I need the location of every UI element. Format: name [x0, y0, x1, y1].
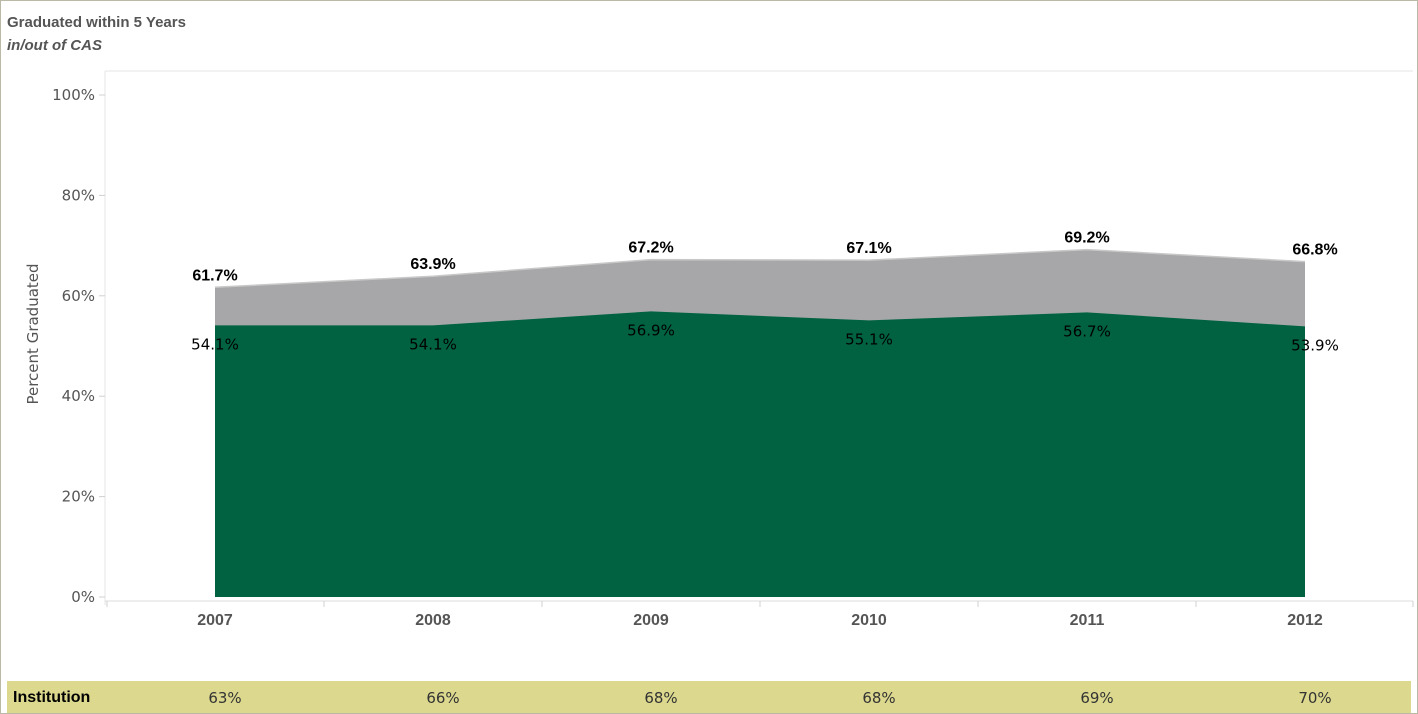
y-axis-title: Percent Graduated	[24, 263, 42, 404]
area-chart: 0% 20% 40% 60% 80% 100% Percent Graduated 2007 2…	[24, 70, 1414, 629]
outer-line	[214, 248, 1306, 289]
y-tick-label: 40%	[62, 387, 95, 405]
inner-value-label: 54.1%	[409, 335, 457, 353]
x-tick-label: 2012	[1287, 612, 1323, 629]
x-tick-label: 2010	[851, 612, 887, 629]
institution-label: Institution	[13, 689, 91, 706]
institution-value: 63%	[208, 689, 242, 707]
inner-value-label: 56.7%	[1063, 322, 1111, 340]
outer-value-label: 67.2%	[628, 240, 673, 257]
outer-value-label: 63.9%	[410, 256, 455, 273]
x-tick-label: 2008	[415, 612, 451, 629]
institution-value: 68%	[862, 689, 896, 707]
axes: 0% 20% 40% 60% 80% 100% Percent Graduated 2007 2…	[24, 70, 1414, 629]
inner-value-label: 53.9%	[1291, 336, 1339, 354]
area-series	[214, 248, 1306, 597]
y-tick-label: 80%	[62, 186, 95, 204]
outer-value-label: 67.1%	[846, 240, 891, 257]
chart-subtitle: in/out of CAS	[7, 37, 102, 54]
outer-value-label: 61.7%	[192, 267, 237, 284]
inner-value-label: 56.9%	[627, 321, 675, 339]
institution-value: 68%	[644, 689, 678, 707]
y-tick-label: 60%	[62, 287, 95, 305]
institution-row: Institution 63% 66% 68% 68% 69% 70%	[7, 681, 1411, 713]
inner-area	[215, 311, 1305, 597]
x-tick-label: 2011	[1070, 612, 1105, 629]
outer-value-label: 69.2%	[1064, 230, 1109, 247]
institution-value: 70%	[1298, 689, 1332, 707]
inner-value-label: 54.1%	[191, 335, 239, 353]
inner-value-label: 55.1%	[845, 330, 893, 348]
y-tick-label: 0%	[71, 588, 95, 606]
y-tick-label: 100%	[52, 86, 95, 104]
outer-value-label: 66.8%	[1292, 242, 1337, 259]
chart-title: Graduated within 5 Years	[7, 14, 186, 31]
x-tick-label: 2007	[197, 612, 233, 629]
x-tick-label: 2009	[633, 612, 669, 629]
data-labels: 61.7% 63.9% 67.2% 67.1% 69.2% 66.8% 54.1% 54.1%…	[191, 230, 1339, 355]
y-tick-label: 20%	[62, 488, 95, 506]
institution-value: 66%	[426, 689, 460, 707]
institution-value: 69%	[1080, 689, 1114, 707]
